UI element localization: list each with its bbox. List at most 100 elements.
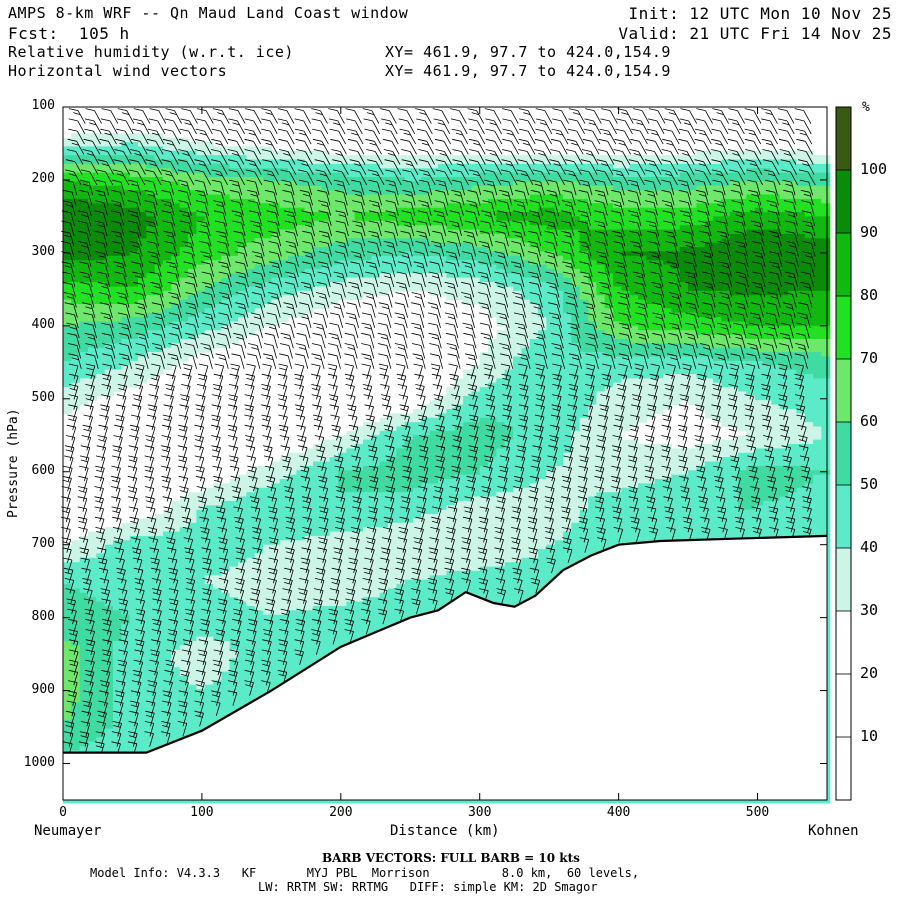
rh-cell [304,225,314,231]
rh-cell [271,632,281,638]
rh-cell [129,356,139,362]
rh-cell [163,535,172,541]
rh-cell [396,570,406,576]
rh-cell [221,676,231,681]
rh-cell [379,216,389,222]
rh-cell [71,566,81,572]
rh-cell [171,352,181,358]
rh-cell [71,689,81,695]
rh-cell [104,588,114,594]
rh-cell [321,649,331,655]
rh-cell [371,505,381,511]
rh-cell [354,220,364,226]
rh-cell [279,290,289,296]
rh-cell [179,339,189,344]
rh-cell [313,470,322,476]
rh-cell [238,282,247,288]
rh-cell [96,623,106,629]
rh-cell [171,268,181,274]
rh-cell [263,509,272,515]
rh-cell [263,505,272,511]
rh-cell [188,260,197,266]
rh-cell [146,671,156,677]
rh-cell [238,479,247,484]
rh-cell [288,597,297,603]
rh-cell [179,684,189,690]
rh-cell [288,457,297,463]
rh-cell [138,295,147,301]
rh-cell [404,531,414,537]
rh-cell [313,514,322,519]
rh-cell [271,566,281,572]
rh-cell [79,711,89,716]
rh-cell [246,641,256,646]
rh-cell [104,597,114,603]
rh-cell [338,474,347,480]
rh-cell [254,553,264,559]
rh-cell [146,584,156,590]
rh-cell [254,181,264,187]
rh-cell [213,290,222,296]
rh-cell [363,260,372,266]
rh-cell [204,654,214,660]
rh-cell [204,198,214,204]
rh-cell [104,277,114,283]
rh-cell [63,360,72,366]
rh-cell [121,312,131,318]
rh-cell [271,575,281,581]
rh-cell [288,216,297,222]
rh-cell [154,575,164,581]
rh-cell [338,592,347,598]
rh-cell [388,606,397,611]
rh-cell [388,584,397,590]
rh-cell [121,268,131,274]
forecast-hour: Fcst: 105 h [8,24,130,43]
rh-cell [71,343,81,349]
rh-cell [71,737,81,743]
rh-cell [146,798,156,804]
rh-cell [188,584,197,590]
rh-cell [63,610,72,616]
rh-cell [363,177,372,182]
rh-cell [179,159,189,165]
rh-cell [271,247,281,253]
rh-cell [196,579,206,585]
rh-cell [363,448,372,454]
rh-cell [296,483,306,489]
rh-cell [254,295,264,301]
rh-cell [396,159,406,165]
rh-cell [179,172,189,178]
rh-cell [79,220,89,226]
rh-cell [279,632,289,638]
rh-cell [88,325,97,331]
rh-cell [63,382,72,388]
rh-cell [279,198,289,204]
rh-cell [271,492,281,498]
rh-cell [63,304,72,309]
rh-cell [88,395,97,401]
rh-cell [338,295,347,301]
rh-cell [146,719,156,725]
rh-cell [171,540,181,546]
rh-cell [238,304,247,309]
rh-cell [279,207,289,213]
rh-cell [71,553,81,559]
rh-cell [79,273,89,279]
rh-cell [121,632,131,638]
rh-cell [213,645,222,651]
rh-cell [263,798,272,804]
rh-cell [171,282,181,288]
rh-cell [71,671,81,677]
rh-cell [254,225,264,231]
rh-cell [221,260,231,266]
rh-cell [296,190,306,196]
rh-cell [179,185,189,191]
rh-cell [129,317,139,323]
rh-cell [79,312,89,318]
rh-cell [254,641,264,646]
rh-cell [221,641,231,646]
rh-cell [271,518,281,524]
rh-cell [163,557,172,563]
rh-cell [146,606,156,611]
rh-cell [246,295,256,301]
